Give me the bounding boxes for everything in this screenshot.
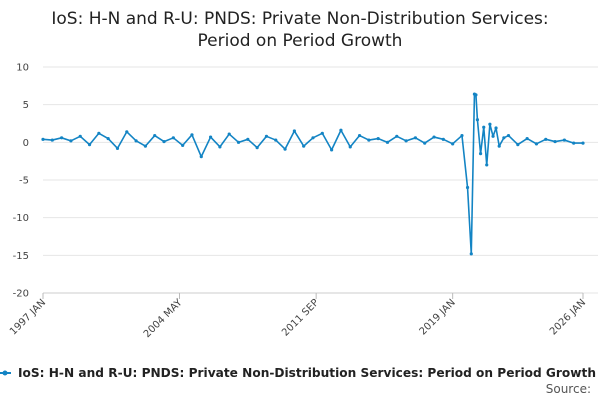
data-point[interactable] bbox=[190, 133, 194, 137]
data-point[interactable] bbox=[572, 141, 576, 145]
data-point[interactable] bbox=[491, 134, 495, 138]
data-point[interactable] bbox=[465, 185, 470, 190]
data-point[interactable] bbox=[125, 130, 129, 134]
y-tick-label: -15 bbox=[13, 251, 29, 262]
data-point[interactable] bbox=[553, 139, 557, 144]
data-point[interactable] bbox=[227, 132, 231, 136]
legend-label: IoS: H-N and R-U: PNDS: Private Non-Dist… bbox=[18, 365, 596, 380]
data-point[interactable] bbox=[153, 133, 157, 138]
data-point[interactable] bbox=[134, 139, 138, 143]
source-label: Source: bbox=[546, 382, 591, 396]
data-point[interactable] bbox=[494, 126, 498, 130]
data-point[interactable] bbox=[69, 139, 73, 143]
data-point[interactable] bbox=[143, 144, 148, 148]
data-point[interactable] bbox=[367, 138, 371, 142]
data-point[interactable] bbox=[534, 142, 539, 146]
x-tick-label: 1997 JAN bbox=[8, 297, 48, 337]
data-point[interactable] bbox=[78, 134, 82, 138]
data-point[interactable] bbox=[544, 137, 548, 141]
x-tick-label: 2004 MAY bbox=[142, 297, 185, 340]
data-point[interactable] bbox=[506, 133, 511, 138]
data-point[interactable] bbox=[106, 136, 110, 141]
data-point[interactable] bbox=[171, 136, 175, 140]
data-point[interactable] bbox=[311, 136, 315, 140]
chart-title-line1: IoS: H-N and R-U: PNDS: Private Non-Dist… bbox=[51, 9, 548, 29]
data-point[interactable] bbox=[339, 128, 343, 132]
data-point[interactable] bbox=[255, 146, 259, 150]
data-point[interactable] bbox=[469, 252, 473, 256]
x-tick-label: 2026 JAN bbox=[548, 297, 588, 337]
data-point[interactable] bbox=[432, 135, 436, 139]
series-line-0 bbox=[42, 93, 583, 255]
x-axis-ticks: 1997 JAN 2004 MAY 2011 SEP 2019 JAN 2026 JAN bbox=[8, 292, 588, 340]
data-point[interactable] bbox=[441, 137, 445, 141]
y-tick-label: 0 bbox=[23, 138, 29, 149]
data-point[interactable] bbox=[348, 145, 352, 149]
data-point[interactable] bbox=[451, 142, 455, 146]
data-point[interactable] bbox=[475, 118, 480, 122]
data-point[interactable] bbox=[357, 133, 362, 138]
data-point[interactable] bbox=[274, 138, 278, 142]
data-point[interactable] bbox=[395, 134, 399, 138]
data-point[interactable] bbox=[236, 140, 241, 144]
data-point[interactable] bbox=[50, 138, 54, 142]
data-point[interactable] bbox=[482, 125, 486, 129]
y-tick-label: -10 bbox=[13, 213, 29, 224]
data-point[interactable] bbox=[376, 136, 380, 141]
data-point[interactable] bbox=[60, 136, 64, 140]
data-point[interactable] bbox=[385, 140, 390, 144]
data-point[interactable] bbox=[581, 141, 585, 145]
y-tick-label: 5 bbox=[23, 100, 29, 111]
data-point[interactable] bbox=[474, 93, 478, 97]
x-tick-label: 2019 JAN bbox=[418, 297, 458, 337]
data-point[interactable] bbox=[460, 133, 464, 138]
series-layer bbox=[41, 92, 585, 256]
data-point[interactable] bbox=[330, 148, 334, 152]
data-point[interactable] bbox=[516, 142, 520, 147]
data-point[interactable] bbox=[497, 144, 501, 148]
data-point[interactable] bbox=[115, 146, 120, 150]
data-point[interactable] bbox=[525, 136, 529, 141]
data-point[interactable] bbox=[320, 131, 324, 135]
data-point[interactable] bbox=[478, 152, 483, 156]
y-tick-label: -20 bbox=[13, 289, 29, 300]
legend[interactable]: IoS: H-N and R-U: PNDS: Private Non-Dist… bbox=[0, 365, 596, 380]
data-point[interactable] bbox=[181, 143, 185, 147]
data-point[interactable] bbox=[87, 142, 92, 147]
y-tick-label: 10 bbox=[16, 63, 29, 74]
data-point[interactable] bbox=[502, 136, 506, 140]
data-point[interactable] bbox=[208, 135, 213, 139]
data-point[interactable] bbox=[218, 145, 222, 149]
y-tick-label: -5 bbox=[19, 176, 29, 187]
data-point[interactable] bbox=[562, 138, 566, 142]
data-point[interactable] bbox=[485, 163, 489, 167]
data-point[interactable] bbox=[162, 139, 166, 144]
legend-marker-swatch bbox=[2, 370, 8, 376]
y-axis-ticks: 10 5 0 -5 -10 -15 -20 bbox=[13, 63, 29, 300]
data-point[interactable] bbox=[283, 147, 287, 151]
data-point[interactable] bbox=[199, 155, 203, 159]
data-point[interactable] bbox=[41, 137, 45, 141]
data-point[interactable] bbox=[302, 144, 306, 148]
data-point[interactable] bbox=[292, 129, 296, 133]
data-point[interactable] bbox=[488, 122, 492, 126]
data-point[interactable] bbox=[97, 131, 101, 135]
gridlines bbox=[43, 66, 598, 294]
data-point[interactable] bbox=[423, 141, 427, 145]
data-point[interactable] bbox=[413, 136, 418, 140]
data-point[interactable] bbox=[404, 139, 408, 143]
data-point[interactable] bbox=[246, 137, 250, 141]
x-tick-label: 2011 SEP bbox=[280, 297, 321, 338]
data-point[interactable] bbox=[264, 134, 269, 138]
chart-title-line2: Period on Period Growth bbox=[198, 31, 403, 51]
